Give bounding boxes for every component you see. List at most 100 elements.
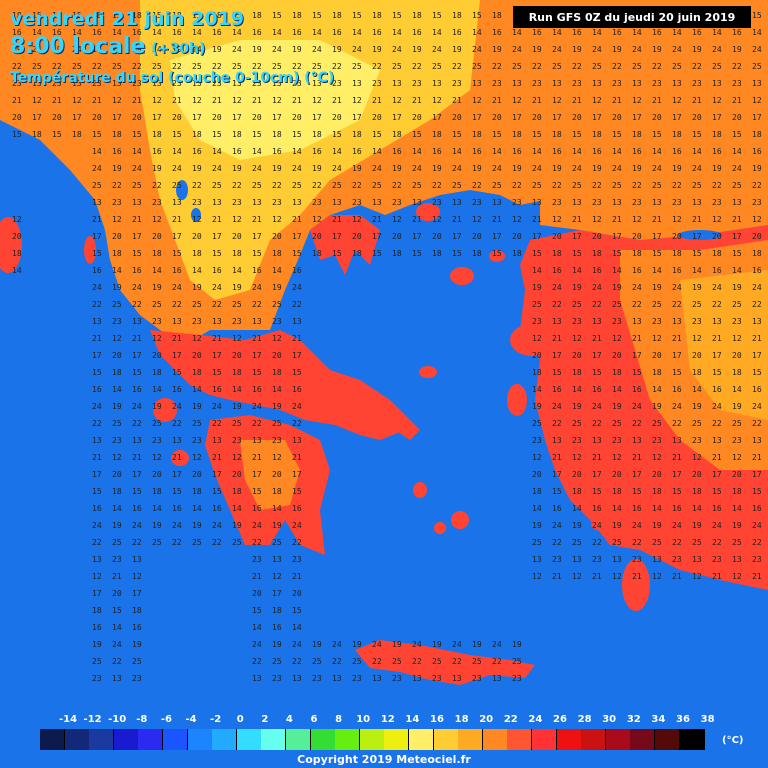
grid-temperature-value: 13 <box>452 674 462 683</box>
grid-temperature-value: 18 <box>112 130 122 139</box>
grid-temperature-value: 20 <box>532 470 542 479</box>
grid-temperature-value: 16 <box>132 385 142 394</box>
grid-temperature-value: 22 <box>212 300 222 309</box>
grid-temperature-value: 16 <box>532 28 542 37</box>
grid-temperature-value: 17 <box>752 113 762 122</box>
grid-temperature-value: 15 <box>232 11 242 20</box>
grid-temperature-value: 14 <box>112 28 122 37</box>
grid-temperature-value: 24 <box>672 402 682 411</box>
grid-temperature-value: 17 <box>232 113 242 122</box>
grid-temperature-value: 21 <box>732 215 742 224</box>
legend-tick-label: -8 <box>136 714 148 725</box>
grid-temperature-value: 12 <box>612 453 622 462</box>
island-paros <box>434 522 446 534</box>
grid-temperature-value: 13 <box>212 198 222 207</box>
grid-temperature-value: 16 <box>272 147 282 156</box>
grid-temperature-value: 12 <box>12 215 22 224</box>
grid-temperature-value: 14 <box>272 504 282 513</box>
grid-temperature-value: 19 <box>512 640 522 649</box>
grid-temperature-value: 13 <box>292 674 302 683</box>
island-andros <box>413 482 427 498</box>
grid-temperature-value: 19 <box>532 45 542 54</box>
grid-temperature-value: 19 <box>572 283 582 292</box>
grid-temperature-value: 23 <box>192 317 202 326</box>
grid-temperature-value: 20 <box>532 113 542 122</box>
grid-temperature-value: 17 <box>32 113 42 122</box>
grid-temperature-value: 15 <box>132 249 142 258</box>
grid-temperature-value: 24 <box>632 521 642 530</box>
grid-temperature-value: 18 <box>192 249 202 258</box>
grid-temperature-value: 17 <box>672 470 682 479</box>
grid-temperature-value: 25 <box>112 62 122 71</box>
grid-temperature-value: 18 <box>172 11 182 20</box>
forecast-time-label: 8:00 locale <box>10 34 146 59</box>
grid-temperature-value: 24 <box>552 45 562 54</box>
grid-temperature-value: 14 <box>532 266 542 275</box>
grid-temperature-value: 14 <box>152 385 162 394</box>
grid-temperature-value: 14 <box>372 147 382 156</box>
grid-temperature-value: 17 <box>392 113 402 122</box>
land-euboea <box>330 370 420 440</box>
grid-temperature-value: 21 <box>132 334 142 343</box>
grid-temperature-value: 19 <box>232 283 242 292</box>
grid-temperature-value: 22 <box>132 419 142 428</box>
grid-temperature-value: 22 <box>332 657 342 666</box>
grid-temperature-value: 18 <box>732 487 742 496</box>
grid-temperature-value: 24 <box>272 45 282 54</box>
copyright-text: Copyright 2019 Meteociel.fr <box>297 753 471 766</box>
grid-temperature-value: 23 <box>552 555 562 564</box>
grid-temperature-value: 16 <box>712 147 722 156</box>
island-chios <box>507 384 527 416</box>
grid-temperature-value: 24 <box>172 164 182 173</box>
legend-tick-label: 10 <box>356 714 371 725</box>
grid-temperature-value: 25 <box>132 181 142 190</box>
grid-temperature-value: 12 <box>112 215 122 224</box>
grid-temperature-value: 20 <box>232 232 242 241</box>
grid-temperature-value: 19 <box>232 521 242 530</box>
grid-temperature-value: 15 <box>252 606 262 615</box>
grid-temperature-value: 12 <box>272 334 282 343</box>
grid-temperature-value: 13 <box>712 317 722 326</box>
grid-temperature-value: 17 <box>612 232 622 241</box>
grid-temperature-value: 13 <box>752 436 762 445</box>
grid-temperature-value: 24 <box>612 164 622 173</box>
grid-temperature-value: 22 <box>452 657 462 666</box>
legend-swatch <box>384 729 410 750</box>
grid-temperature-value: 22 <box>152 181 162 190</box>
grid-temperature-value: 24 <box>252 521 262 530</box>
grid-temperature-value: 17 <box>632 113 642 122</box>
grid-temperature-value: 20 <box>352 232 362 241</box>
grid-temperature-value: 20 <box>572 113 582 122</box>
grid-temperature-value: 12 <box>612 334 622 343</box>
legend-swatch <box>581 729 607 750</box>
grid-temperature-value: 12 <box>312 215 322 224</box>
grid-temperature-value: 13 <box>752 79 762 88</box>
grid-temperature-value: 16 <box>232 147 242 156</box>
grid-temperature-value: 25 <box>572 181 582 190</box>
grid-temperature-value: 18 <box>412 11 422 20</box>
grid-temperature-value: 14 <box>632 28 642 37</box>
grid-temperature-value: 14 <box>612 504 622 513</box>
grid-temperature-value: 14 <box>532 147 542 156</box>
grid-temperature-value: 20 <box>412 113 422 122</box>
grid-temperature-value: 15 <box>752 11 762 20</box>
grid-temperature-value: 23 <box>272 674 282 683</box>
grid-temperature-value: 18 <box>512 130 522 139</box>
grid-temperature-value: 16 <box>152 147 162 156</box>
grid-temperature-value: 15 <box>552 368 562 377</box>
grid-temperature-value: 24 <box>752 45 762 54</box>
island-lesbos <box>510 324 554 356</box>
grid-temperature-value: 23 <box>532 79 542 88</box>
grid-temperature-value: 19 <box>492 45 502 54</box>
grid-temperature-value: 23 <box>352 674 362 683</box>
grid-temperature-value: 24 <box>212 402 222 411</box>
grid-temperature-value: 20 <box>272 351 282 360</box>
grid-temperature-value: 13 <box>252 674 262 683</box>
grid-temperature-value: 17 <box>92 351 102 360</box>
legend-swatch <box>679 729 705 750</box>
grid-temperature-value: 13 <box>712 79 722 88</box>
grid-temperature-value: 12 <box>152 334 162 343</box>
grid-temperature-value: 14 <box>532 504 542 513</box>
grid-temperature-value: 15 <box>312 11 322 20</box>
grid-temperature-value: 17 <box>412 232 422 241</box>
